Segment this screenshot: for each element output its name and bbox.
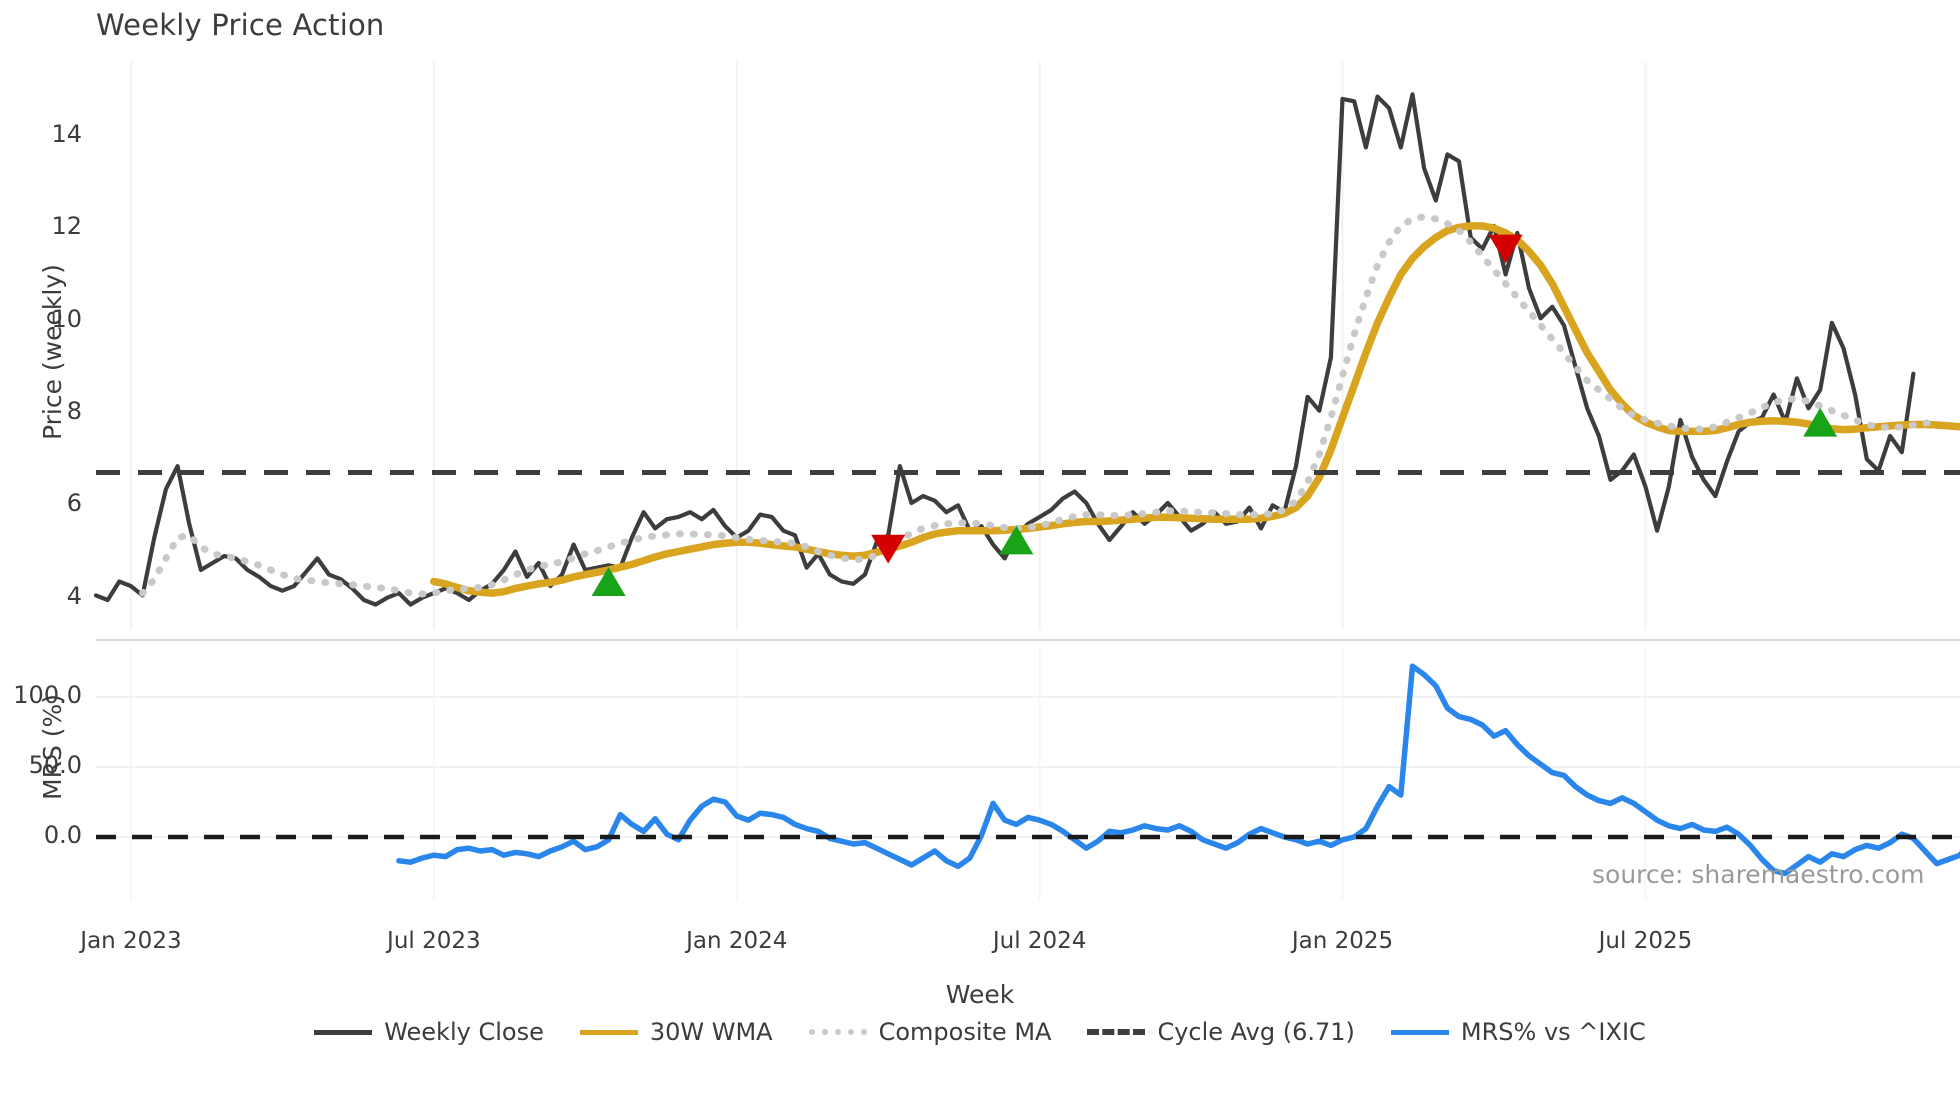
price-y-tick: 6 <box>66 489 82 518</box>
legend-label: Composite MA <box>878 1018 1052 1046</box>
series-mrs <box>396 663 1960 877</box>
x-axis-label: Week <box>945 980 1015 1009</box>
legend-item[interactable]: Cycle Avg (6.71) <box>1087 1018 1355 1046</box>
x-axis-tick: Jul 2024 <box>992 928 1087 954</box>
x-axis-tick: Jan 2023 <box>80 928 182 954</box>
mrs-y-tick: 0.0 <box>43 821 82 849</box>
series-weekly-close <box>93 92 1916 607</box>
price-y-tick: 8 <box>66 396 82 425</box>
legend-swatch-icon <box>808 1029 867 1035</box>
x-axis-tick: Jul 2025 <box>1598 928 1693 954</box>
legend-item[interactable]: Composite MA <box>808 1018 1052 1046</box>
price-y-tick: 10 <box>51 304 82 333</box>
legend-label: MRS% vs ^IXIC <box>1460 1018 1646 1046</box>
legend-swatch-icon <box>314 1029 373 1035</box>
legend-label: 30W WMA <box>649 1018 773 1046</box>
legend-label: Cycle Avg (6.71) <box>1157 1018 1355 1046</box>
mrs-y-tick: 100.0 <box>13 681 82 709</box>
legend-label: Weekly Close <box>384 1018 544 1046</box>
marker-buy[interactable] <box>999 525 1034 555</box>
legend-swatch-icon <box>1390 1029 1449 1035</box>
x-axis-tick: Jan 2024 <box>686 928 788 954</box>
legend-swatch-icon <box>1087 1029 1146 1035</box>
mrs-y-tick: 50.0 <box>28 751 82 779</box>
price-y-tick: 12 <box>51 212 82 241</box>
series-30w-wma <box>430 222 1960 597</box>
chart-legend: Weekly Close 30W WMA Composite MA Cycle Avg… <box>0 1018 1960 1046</box>
marker-sell[interactable] <box>1488 234 1523 264</box>
price-y-tick: 14 <box>51 119 82 148</box>
chart-title: Weekly Price Action <box>96 8 385 42</box>
source-watermark: source: sharemaestro.com <box>1592 860 1925 889</box>
x-axis-tick: Jul 2023 <box>387 928 481 954</box>
legend-item[interactable]: MRS% vs ^IXIC <box>1390 1018 1646 1046</box>
x-axis-tick: Jan 2025 <box>1291 928 1394 954</box>
legend-swatch-icon <box>579 1029 638 1035</box>
marker-sell[interactable] <box>871 534 906 564</box>
legend-item[interactable]: Weekly Close <box>314 1018 544 1046</box>
legend-item[interactable]: 30W WMA <box>579 1018 773 1046</box>
price-y-tick: 4 <box>66 581 82 610</box>
marker-buy[interactable] <box>1803 407 1838 437</box>
marker-buy[interactable] <box>591 567 626 596</box>
